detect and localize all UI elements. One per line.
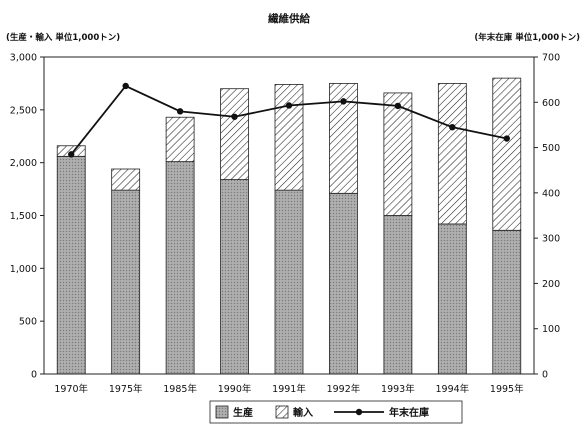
- bar-import: [111, 168, 141, 191]
- inventory-point: [449, 123, 456, 131]
- legend-label-import: 輸入: [293, 406, 313, 419]
- legend-label-inventory: 年末在庫: [389, 406, 429, 419]
- x-tick-label: 1985年: [163, 383, 197, 395]
- bar-import: [437, 83, 467, 225]
- inventory-point: [285, 102, 293, 109]
- legend-marker-inventory: [355, 408, 363, 416]
- y-right-tick-label: 500: [542, 143, 560, 154]
- x-tick-label: 1991年: [272, 383, 306, 395]
- y-right-tick-label: 300: [542, 234, 560, 245]
- y-left-tick-label: 2,500: [10, 105, 37, 116]
- y-right-tick-label: 100: [542, 324, 560, 335]
- bar-production: [274, 189, 304, 375]
- right-axis-label: (年末在庫 単位1,000トン): [474, 32, 580, 43]
- chart-title: 繊維供給: [267, 12, 310, 25]
- bar-import: [492, 77, 522, 231]
- y-right-tick-label: 200: [542, 279, 560, 290]
- left-axis-label: (生産・輸入 単位1,000トン): [6, 32, 120, 43]
- y-left-tick-label: 2,000: [10, 158, 37, 169]
- y-right-tick-label: 400: [542, 188, 560, 199]
- bar-production: [165, 161, 195, 375]
- legend-swatch-production: [215, 405, 229, 419]
- x-tick-label: 1993年: [381, 383, 415, 395]
- legend-label-production: 生産: [233, 406, 253, 419]
- bar-production: [383, 215, 413, 375]
- inventory-point: [394, 102, 402, 110]
- y-left-tick-label: 1,000: [10, 264, 37, 275]
- bar-import: [383, 92, 413, 216]
- inventory-line-layer: [68, 82, 510, 158]
- y-left-tick-label: 500: [19, 317, 37, 328]
- y-right-tick-label: 600: [542, 98, 560, 109]
- inventory-point: [122, 82, 129, 90]
- legend-swatch-import: [275, 405, 289, 419]
- bar-import: [165, 116, 195, 163]
- bar-production: [492, 229, 522, 375]
- inventory-point: [340, 98, 347, 105]
- bar-layer: [56, 77, 522, 375]
- inventory-point: [68, 151, 75, 158]
- bar-production: [56, 155, 86, 375]
- inventory-point: [503, 135, 510, 142]
- bar-production: [329, 192, 358, 375]
- y-left-tick-label: 0: [31, 370, 37, 381]
- inventory-point: [231, 113, 238, 120]
- x-tick-label: 1992年: [327, 383, 361, 395]
- x-tick-label: 1970年: [54, 383, 88, 395]
- bar-production: [220, 179, 249, 375]
- bar-production: [437, 223, 467, 375]
- y-right-tick-label: 700: [542, 53, 560, 64]
- axes: 1970年 1975年 1985年 1990年 1991年 1992年 1993年 1994年…: [10, 53, 560, 396]
- y-right-tick-label: 0: [542, 370, 548, 381]
- legend: 生産 輸入 年末在庫: [209, 400, 463, 424]
- bar-import: [274, 84, 304, 191]
- y-left-tick-label: 1,500: [10, 211, 37, 222]
- inventory-point: [176, 108, 184, 115]
- x-tick-label: 1990年: [218, 383, 252, 395]
- bar-import: [220, 88, 249, 180]
- y-left-tick-label: 3,000: [10, 53, 37, 64]
- x-tick-label: 1995年: [490, 383, 524, 395]
- bar-production: [111, 189, 141, 375]
- x-tick-label: 1975年: [109, 383, 143, 395]
- x-tick-label: 1994年: [435, 383, 469, 395]
